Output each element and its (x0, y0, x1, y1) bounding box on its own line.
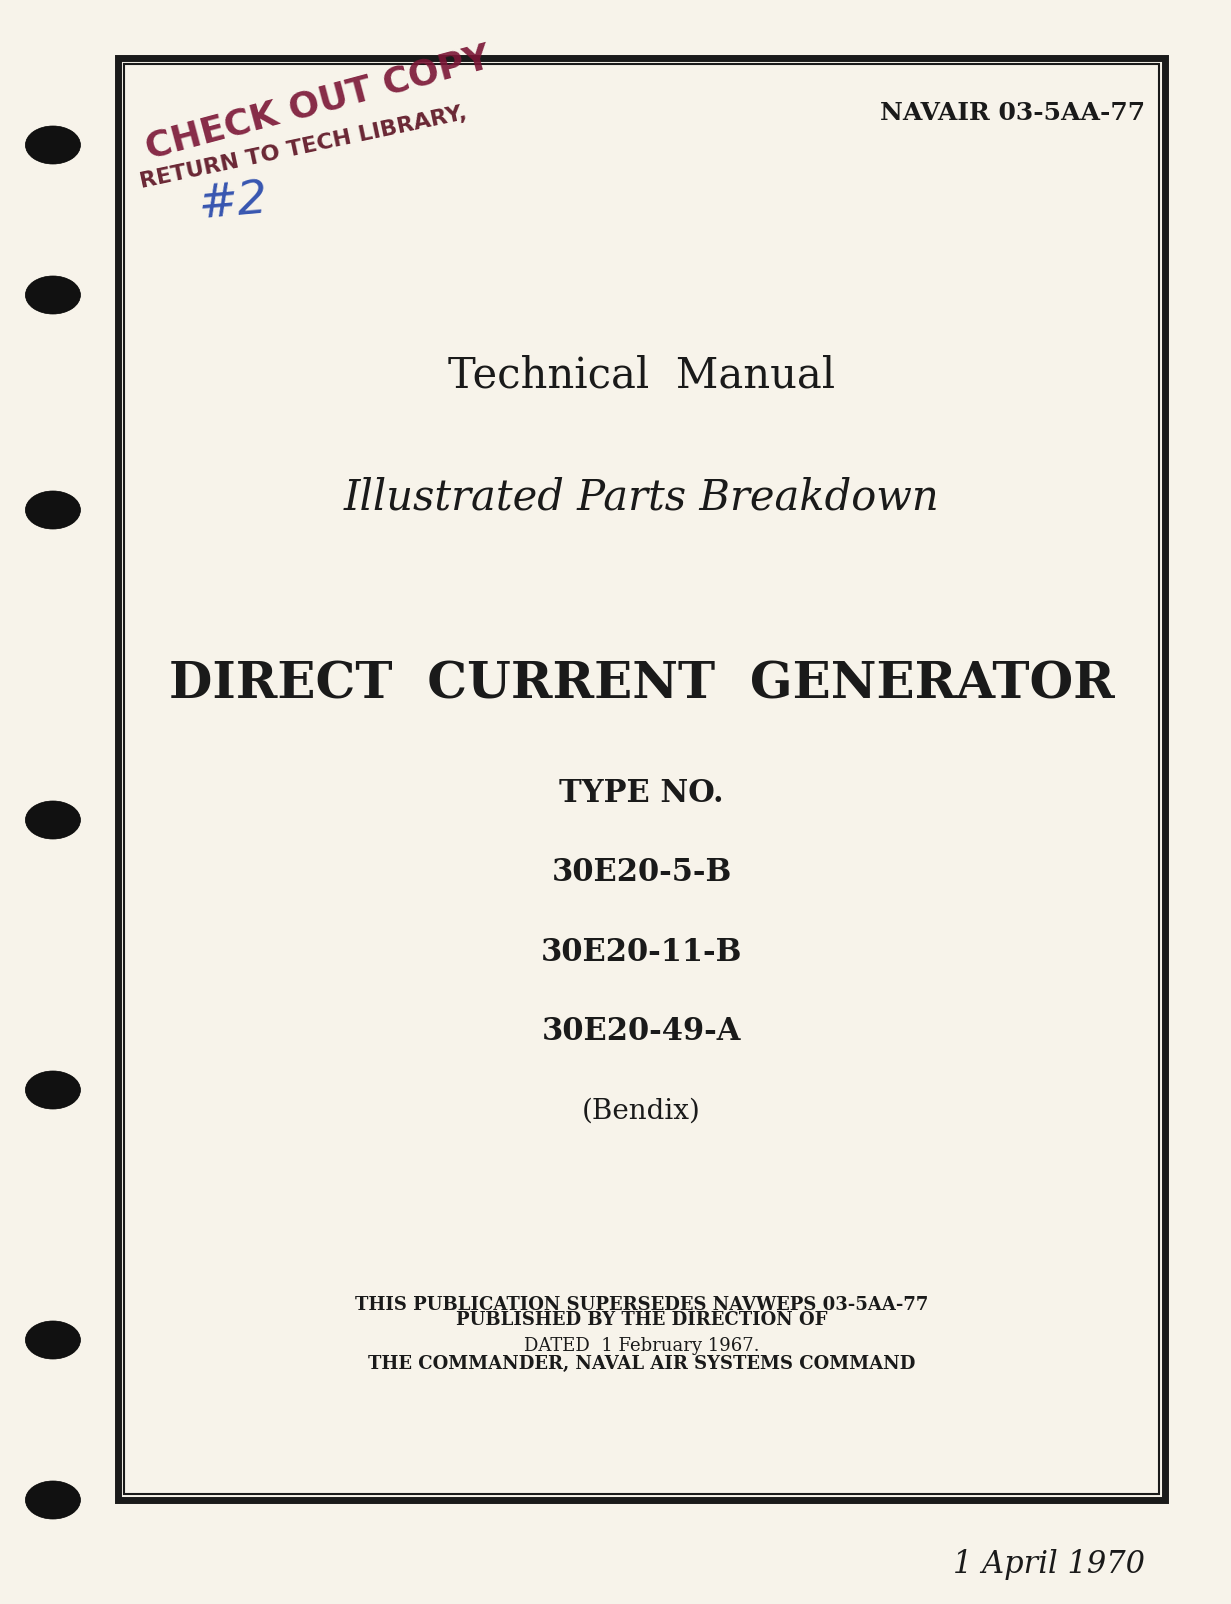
Bar (118, 58, 1165, 1500)
Text: 30E20-49-A: 30E20-49-A (542, 1015, 741, 1047)
Ellipse shape (26, 276, 80, 314)
Bar (124, 64, 1160, 1493)
Text: TYPE NO.: TYPE NO. (559, 778, 724, 808)
Ellipse shape (26, 1322, 80, 1359)
Text: PUBLISHED BY THE DIRECTION OF: PUBLISHED BY THE DIRECTION OF (455, 1310, 827, 1328)
Text: THIS PUBLICATION SUPERSEDES NAVWEPS 03-5AA-77: THIS PUBLICATION SUPERSEDES NAVWEPS 03-5… (355, 1296, 928, 1314)
Ellipse shape (26, 800, 80, 839)
Text: DATED  1 February 1967.: DATED 1 February 1967. (523, 1336, 760, 1355)
Text: 30E20-11-B: 30E20-11-B (540, 937, 742, 967)
Text: Illustrated Parts Breakdown: Illustrated Parts Breakdown (343, 476, 939, 518)
Text: #2: #2 (196, 178, 270, 228)
Text: Technical  Manual: Technical Manual (448, 354, 835, 396)
Ellipse shape (26, 1480, 80, 1519)
Text: NAVAIR 03-5AA-77: NAVAIR 03-5AA-77 (880, 101, 1145, 125)
Text: THE COMMANDER, NAVAL AIR SYSTEMS COMMAND: THE COMMANDER, NAVAL AIR SYSTEMS COMMAND (368, 1355, 915, 1373)
Text: RETURN TO TECH LIBRARY,: RETURN TO TECH LIBRARY, (138, 104, 468, 192)
Ellipse shape (26, 127, 80, 164)
Text: 30E20-5-B: 30E20-5-B (551, 857, 731, 889)
Text: 1 April 1970: 1 April 1970 (953, 1549, 1145, 1580)
Ellipse shape (26, 1071, 80, 1108)
Text: DIRECT  CURRENT  GENERATOR: DIRECT CURRENT GENERATOR (169, 661, 1114, 709)
Ellipse shape (26, 491, 80, 529)
Text: (Bendix): (Bendix) (582, 1097, 700, 1124)
Text: CHECK OUT COPY: CHECK OUT COPY (142, 40, 494, 165)
